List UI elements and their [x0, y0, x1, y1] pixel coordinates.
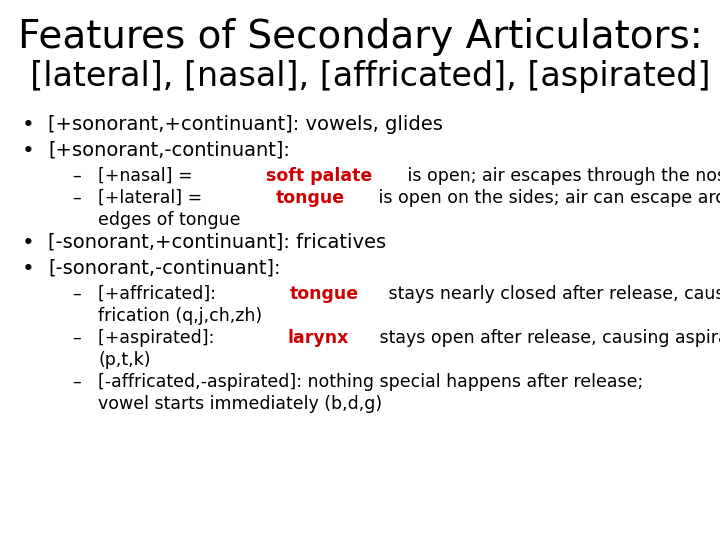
- Text: –: –: [72, 285, 81, 303]
- Text: –: –: [72, 329, 81, 347]
- Text: stays nearly closed after release, causing: stays nearly closed after release, causi…: [384, 285, 720, 303]
- Text: soft palate: soft palate: [266, 167, 372, 185]
- Text: –: –: [72, 373, 81, 391]
- Text: frication (q,j,ch,zh): frication (q,j,ch,zh): [98, 307, 262, 325]
- Text: –: –: [72, 189, 81, 207]
- Text: [-sonorant,+continuant]: fricatives: [-sonorant,+continuant]: fricatives: [48, 233, 386, 252]
- Text: •: •: [22, 233, 35, 253]
- Text: [+nasal] =: [+nasal] =: [98, 167, 198, 185]
- Text: •: •: [22, 141, 35, 161]
- Text: is open on the sides; air can escape around: is open on the sides; air can escape aro…: [373, 189, 720, 207]
- Text: edges of tongue: edges of tongue: [98, 211, 240, 229]
- Text: (p,t,k): (p,t,k): [98, 351, 150, 369]
- Text: [+affricated]:: [+affricated]:: [98, 285, 222, 303]
- Text: stays open after release, causing aspiration: stays open after release, causing aspira…: [374, 329, 720, 347]
- Text: [-sonorant,-continuant]:: [-sonorant,-continuant]:: [48, 259, 281, 278]
- Text: [+lateral] =: [+lateral] =: [98, 189, 208, 207]
- Text: [+sonorant,+continuant]: vowels, glides: [+sonorant,+continuant]: vowels, glides: [48, 115, 443, 134]
- Text: Features of Secondary Articulators:: Features of Secondary Articulators:: [17, 18, 703, 56]
- Text: [+sonorant,-continuant]:: [+sonorant,-continuant]:: [48, 141, 290, 160]
- Text: •: •: [22, 115, 35, 135]
- Text: •: •: [22, 259, 35, 279]
- Text: [-affricated,-aspirated]: nothing special happens after release;: [-affricated,-aspirated]: nothing specia…: [98, 373, 643, 391]
- Text: tongue: tongue: [289, 285, 359, 303]
- Text: tongue: tongue: [276, 189, 345, 207]
- Text: is open; air escapes through the nose: is open; air escapes through the nose: [402, 167, 720, 185]
- Text: –: –: [72, 167, 81, 185]
- Text: larynx: larynx: [288, 329, 349, 347]
- Text: [lateral], [nasal], [affricated], [aspirated]: [lateral], [nasal], [affricated], [aspir…: [9, 60, 711, 93]
- Text: vowel starts immediately (b,d,g): vowel starts immediately (b,d,g): [98, 395, 382, 413]
- Text: [+aspirated]:: [+aspirated]:: [98, 329, 220, 347]
